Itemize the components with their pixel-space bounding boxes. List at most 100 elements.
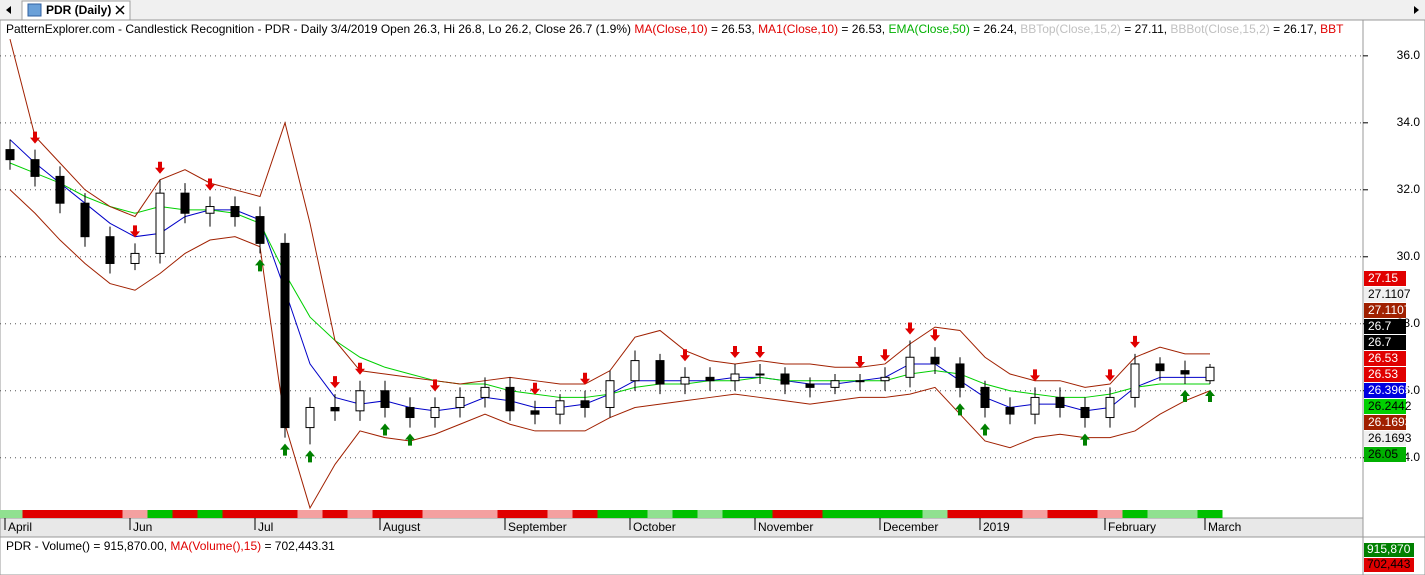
trend-strip bbox=[1197, 510, 1223, 518]
x-tick-label: August bbox=[383, 520, 421, 534]
trend-strip bbox=[297, 510, 323, 518]
tab-title[interactable]: PDR (Daily) bbox=[46, 3, 111, 17]
plot-area bbox=[0, 19, 1364, 519]
trend-strip bbox=[472, 510, 498, 518]
candle-body bbox=[1005, 406, 1015, 415]
trend-strip bbox=[597, 510, 623, 518]
price-tag-label: 26.53 bbox=[1368, 367, 1398, 381]
candle-body bbox=[955, 363, 965, 388]
header-segment: MA(Close,10) bbox=[634, 22, 707, 36]
candle-body bbox=[155, 192, 165, 254]
trend-strip bbox=[547, 510, 573, 518]
bearish-signal bbox=[30, 131, 40, 144]
trend-strip bbox=[1097, 510, 1123, 518]
trend-strip bbox=[1172, 510, 1198, 518]
candle-body bbox=[205, 206, 215, 214]
candle-body bbox=[230, 206, 240, 218]
bearish-signal bbox=[755, 345, 765, 358]
header-segment: = 26.24, bbox=[970, 22, 1020, 36]
price-tag-label: 26.7 bbox=[1368, 319, 1392, 333]
chart-header: PatternExplorer.com - Candlestick Recogn… bbox=[6, 22, 1344, 36]
trend-strip bbox=[222, 510, 248, 518]
price-tag-label: 27.1107 bbox=[1368, 287, 1411, 301]
candle-body bbox=[755, 373, 765, 376]
candle-body bbox=[630, 360, 640, 382]
price-tag bbox=[1364, 319, 1406, 334]
volume-header-segment: = 702,443.31 bbox=[261, 539, 335, 553]
candle-body bbox=[1080, 406, 1090, 419]
header-segment: = 26.17, bbox=[1270, 22, 1320, 36]
x-axis-area bbox=[0, 517, 1364, 538]
volume-tag bbox=[1364, 558, 1414, 572]
bearish-signal bbox=[430, 379, 440, 392]
candle-body bbox=[905, 356, 915, 378]
tab-bar bbox=[0, 0, 1425, 20]
candle-body bbox=[355, 390, 365, 412]
trend-strip bbox=[847, 510, 873, 518]
bearish-signal bbox=[205, 178, 215, 191]
price-tag bbox=[1364, 335, 1406, 350]
scroll-right[interactable] bbox=[1414, 6, 1419, 14]
trend-strip bbox=[1147, 510, 1173, 518]
trend-strip bbox=[697, 510, 723, 518]
header-segment: = 26.53, bbox=[838, 22, 888, 36]
bearish-signal bbox=[330, 376, 340, 389]
trend-strip bbox=[447, 510, 473, 518]
candle-body bbox=[1130, 363, 1140, 398]
trend-strip bbox=[497, 510, 523, 518]
trend-strip bbox=[172, 510, 198, 518]
bullish-signal bbox=[380, 423, 390, 436]
x-tick-label: 2019 bbox=[983, 520, 1010, 534]
candle-body bbox=[980, 386, 990, 408]
candle-body bbox=[1205, 366, 1215, 382]
price-tag-label: 26.53 bbox=[1368, 351, 1398, 365]
bearish-signal bbox=[530, 382, 540, 395]
candle-body bbox=[55, 175, 65, 204]
trend-strip bbox=[947, 510, 973, 518]
candle-body bbox=[180, 192, 190, 214]
bearish-signal bbox=[155, 161, 165, 174]
scroll-left[interactable] bbox=[6, 6, 11, 14]
candle-body bbox=[130, 252, 140, 264]
bearish-signal bbox=[855, 355, 865, 368]
candle-body bbox=[430, 406, 440, 419]
tab-close[interactable] bbox=[115, 5, 125, 15]
trend-strip bbox=[972, 510, 998, 518]
header-segment: BBTop(Close,15,2) bbox=[1020, 22, 1121, 36]
trend-strip bbox=[422, 510, 448, 518]
volume-header-segment: PDR - Volume() = 915,870.00, bbox=[6, 539, 170, 553]
trend-strip bbox=[997, 510, 1023, 518]
y-tick-label: 30.0 bbox=[1397, 249, 1421, 263]
price-tag-label: 26.1693 bbox=[1368, 415, 1412, 429]
price-tag bbox=[1364, 415, 1406, 430]
x-tick-label: March bbox=[1208, 520, 1241, 534]
trend-strip bbox=[347, 510, 373, 518]
trend-strip bbox=[672, 510, 698, 518]
trend-strip bbox=[72, 510, 98, 518]
y-tick-label: 36.0 bbox=[1397, 48, 1421, 62]
price-tag-label: 26.05 bbox=[1368, 447, 1398, 461]
candle-body bbox=[655, 360, 665, 385]
trend-strip bbox=[922, 510, 948, 518]
x-tick-label: April bbox=[8, 520, 32, 534]
candle-body bbox=[605, 380, 615, 408]
trend-strip bbox=[1047, 510, 1073, 518]
bearish-signal bbox=[580, 372, 590, 385]
x-tick-label: November bbox=[758, 520, 813, 534]
candle-body bbox=[405, 406, 415, 419]
trend-strip bbox=[122, 510, 148, 518]
candle-body bbox=[30, 159, 40, 177]
trend-strip bbox=[897, 510, 923, 518]
tab-icon bbox=[27, 3, 42, 17]
candle-body bbox=[580, 400, 590, 408]
bearish-signal bbox=[730, 345, 740, 358]
trend-strip bbox=[772, 510, 798, 518]
header-segment: BBBot(Close,15,2) bbox=[1170, 22, 1269, 36]
trend-strip bbox=[0, 510, 23, 518]
candle-body bbox=[930, 356, 940, 365]
x-tick-label: October bbox=[633, 520, 676, 534]
volume-tag-label: 915,870 bbox=[1367, 542, 1411, 556]
volume-pane bbox=[0, 536, 1364, 575]
candle-body bbox=[105, 236, 115, 264]
